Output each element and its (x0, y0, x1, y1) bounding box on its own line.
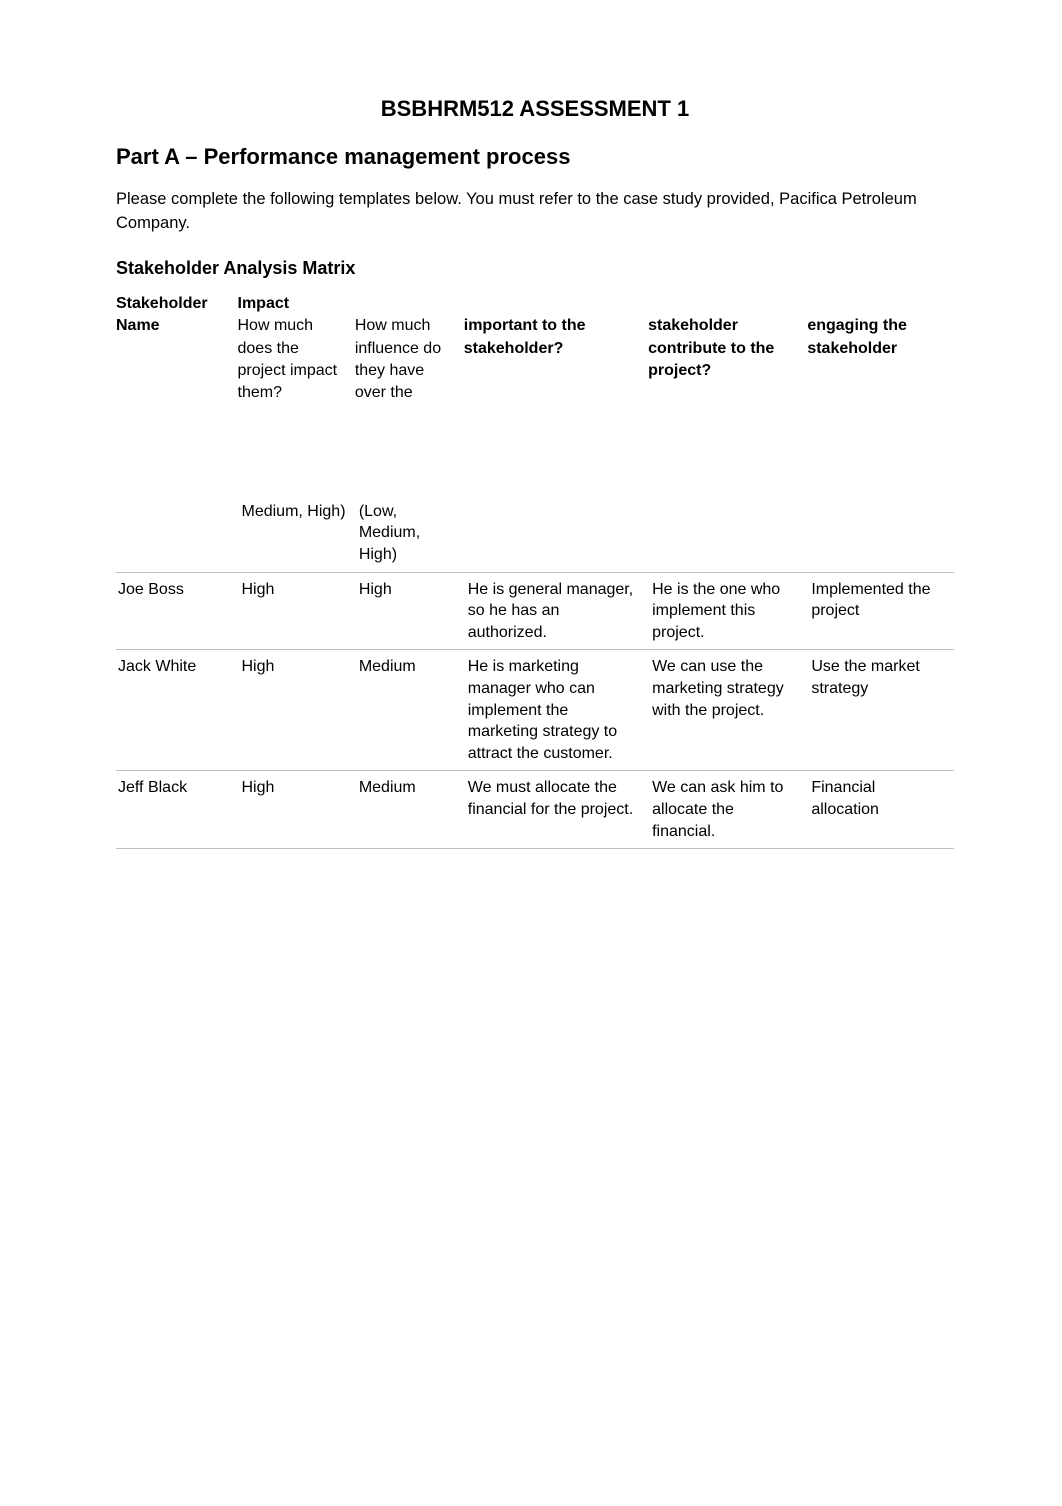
part-heading: Part A – Performance management process (116, 144, 954, 170)
header-influence-sub: How much influence do they have over the (355, 315, 464, 405)
header-impact: Impact (238, 293, 355, 315)
cell-name: Jeff Black (116, 771, 238, 849)
intro-paragraph: Please complete the following templates … (116, 188, 954, 236)
cell-important: We must allocate the financial for the p… (464, 771, 648, 849)
header-empty-1 (355, 293, 464, 315)
cell-influence: Medium (355, 771, 464, 849)
table-row: Jack White High Medium He is marketing m… (116, 650, 954, 771)
document-title: BSBHRM512 ASSESSMENT 1 (116, 96, 954, 122)
stakeholder-matrix-table: Medium, High) (Low, Medium, High) Joe Bo… (116, 495, 954, 849)
scale-name-cell (116, 495, 238, 572)
matrix-header-definitions: Stakeholder Impact Name How much does th… (116, 293, 954, 405)
document-page: BSBHRM512 ASSESSMENT 1 Part A – Performa… (0, 0, 1062, 1506)
cell-impact: High (238, 771, 355, 849)
header-row-2: Name How much does the project impact th… (116, 315, 954, 405)
cell-engage: Implemented the project (807, 572, 954, 650)
section-heading: Stakeholder Analysis Matrix (116, 258, 954, 279)
cell-name: Jack White (116, 650, 238, 771)
cell-contribute: We can use the marketing strategy with t… (648, 650, 807, 771)
scale-contribute-cell (648, 495, 807, 572)
scale-influence-cell: (Low, Medium, High) (355, 495, 464, 572)
table-row: Jeff Black High Medium We must allocate … (116, 771, 954, 849)
cell-contribute: He is the one who implement this project… (648, 572, 807, 650)
cell-important: He is general manager, so he has an auth… (464, 572, 648, 650)
header-empty-3 (648, 293, 807, 315)
cell-important: He is marketing manager who can implemen… (464, 650, 648, 771)
cell-engage: Financial allocation (807, 771, 954, 849)
header-row-1: Stakeholder Impact (116, 293, 954, 315)
header-contribute: stakeholder contribute to the project? (648, 315, 807, 405)
cell-name: Joe Boss (116, 572, 238, 650)
cell-influence: Medium (355, 650, 464, 771)
cell-engage: Use the market strategy (807, 650, 954, 771)
scale-impact-cell: Medium, High) (238, 495, 355, 572)
cell-impact: High (238, 650, 355, 771)
header-impact-sub: How much does the project impact them? (238, 315, 355, 405)
header-stakeholder: Stakeholder (116, 293, 238, 315)
scale-engage-cell (807, 495, 954, 572)
header-engage: engaging the stakeholder (807, 315, 954, 405)
header-name: Name (116, 315, 238, 405)
cell-influence: High (355, 572, 464, 650)
scale-row: Medium, High) (Low, Medium, High) (116, 495, 954, 572)
cell-impact: High (238, 572, 355, 650)
header-empty-4 (807, 293, 954, 315)
header-important: important to the stakeholder? (464, 315, 648, 405)
scale-important-cell (464, 495, 648, 572)
table-row: Joe Boss High High He is general manager… (116, 572, 954, 650)
cell-contribute: We can ask him to allocate the financial… (648, 771, 807, 849)
header-empty-2 (464, 293, 648, 315)
